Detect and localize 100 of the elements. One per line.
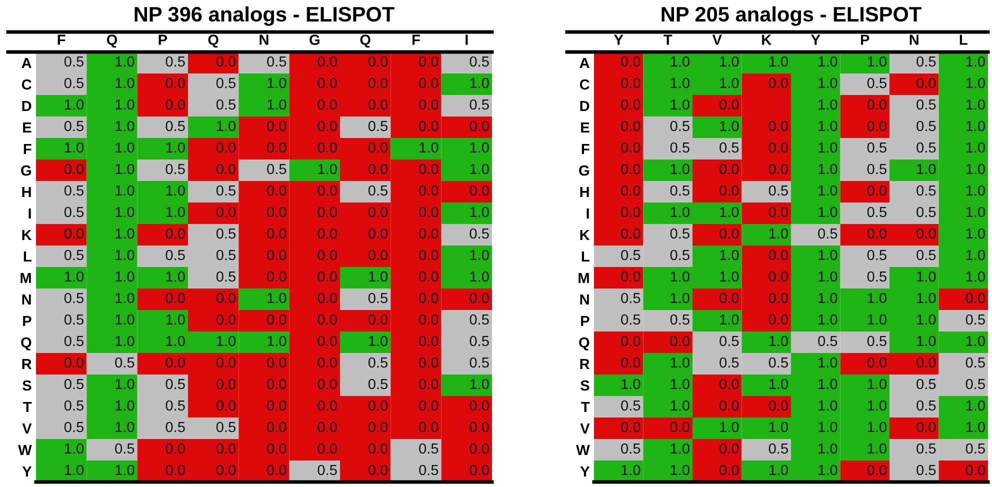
- data-label: 1.0: [116, 185, 134, 196]
- data-label: 0.0: [768, 78, 788, 88]
- data-label: 1.0: [720, 120, 739, 132]
- data-label: 0.0: [64, 357, 84, 368]
- data-label: 0.0: [318, 142, 337, 153]
- data-label: 0.0: [768, 250, 788, 260]
- data-label: 1.0: [622, 464, 640, 476]
- data-label: 0.0: [318, 250, 337, 260]
- data-label: 0.0: [419, 400, 438, 411]
- data-label: 1.0: [670, 378, 690, 390]
- y-tick-label: P: [581, 316, 590, 326]
- x-tick-label: Q: [208, 34, 218, 48]
- y-tick-label: A: [22, 58, 32, 68]
- data-label: 0.0: [419, 336, 438, 346]
- data-label: 0.0: [419, 56, 438, 67]
- data-label: 0.0: [318, 336, 337, 346]
- data-label: 1.0: [818, 56, 838, 67]
- data-label: 0.0: [318, 443, 337, 454]
- data-label: 0.5: [867, 78, 886, 88]
- data-label: 0.0: [267, 443, 286, 454]
- data-label: 0.0: [419, 271, 438, 282]
- data-label: 0.5: [867, 336, 886, 346]
- data-label: 0.0: [621, 120, 640, 132]
- data-label: 0.0: [670, 422, 690, 432]
- data-label: 0.5: [64, 400, 84, 411]
- data-label: 0.0: [621, 185, 640, 196]
- data-label: 1.0: [470, 142, 489, 153]
- data-label: 1.0: [966, 250, 985, 260]
- data-label: 0.0: [768, 142, 788, 153]
- data-label: 1.0: [818, 464, 838, 476]
- data-label: 0.0: [368, 443, 388, 454]
- y-tick-label: R: [580, 359, 590, 370]
- data-label: 0.0: [166, 464, 185, 476]
- data-label: 1.0: [966, 336, 985, 346]
- data-label: 1.0: [966, 400, 985, 411]
- y-tick-label: P: [23, 316, 32, 326]
- data-label: 0.5: [64, 120, 84, 132]
- data-label: 0.0: [216, 164, 236, 174]
- data-label: 0.0: [670, 336, 690, 346]
- data-label: 1.0: [868, 443, 886, 454]
- data-label: 1.0: [966, 56, 985, 67]
- data-label: 1.0: [64, 271, 84, 282]
- data-label: 1.0: [116, 78, 134, 88]
- data-label: 0.5: [916, 400, 936, 411]
- data-label: 0.5: [216, 99, 236, 110]
- data-label: 0.5: [670, 142, 690, 153]
- y-tick-label: N: [22, 294, 31, 305]
- y-tick-label: H: [580, 187, 589, 198]
- data-label: 1.0: [116, 292, 134, 304]
- data-label: 0.5: [670, 228, 690, 239]
- data-label: 0.5: [621, 443, 640, 454]
- data-label: 0.5: [916, 99, 936, 110]
- data-label: 0.0: [916, 78, 936, 88]
- data-label: 1.0: [769, 336, 788, 346]
- data-label: 1.0: [670, 99, 690, 110]
- data-label: 0.0: [166, 78, 185, 88]
- y-tick-label: M: [20, 273, 31, 284]
- data-label: 0.0: [621, 271, 640, 282]
- data-label: 1.0: [318, 164, 337, 174]
- x-tick-label: F: [58, 34, 66, 45]
- data-label: 0.0: [720, 185, 739, 196]
- data-label: 0.0: [419, 378, 438, 390]
- data-label: 0.0: [267, 357, 286, 368]
- y-tick-label: H: [22, 187, 31, 198]
- data-label: 0.0: [419, 164, 438, 174]
- data-label: 1.0: [818, 78, 838, 88]
- data-label: 1.0: [818, 142, 838, 153]
- data-label: 0.0: [368, 164, 388, 174]
- data-label: 0.0: [267, 250, 286, 260]
- data-label: 0.5: [916, 443, 936, 454]
- data-label: 1.0: [268, 99, 286, 110]
- data-label: 0.5: [166, 400, 185, 411]
- data-label: 1.0: [216, 120, 236, 132]
- data-label: 1.0: [818, 206, 838, 218]
- y-tick-label: Q: [21, 337, 32, 350]
- data-label: 0.5: [966, 357, 985, 368]
- data-label: 0.0: [318, 271, 337, 282]
- data-label: 0.0: [318, 400, 337, 411]
- data-label: 1.0: [966, 422, 985, 432]
- data-label: 0.5: [867, 271, 886, 282]
- data-label: 0.0: [318, 185, 337, 196]
- y-tick-label: M: [578, 273, 589, 284]
- data-label: 0.0: [267, 378, 286, 390]
- data-label: 1.0: [268, 336, 286, 346]
- data-label: 0.0: [216, 357, 236, 368]
- data-label: 1.0: [368, 336, 388, 346]
- data-label: 0.0: [916, 357, 936, 368]
- data-label: 0.0: [768, 400, 788, 411]
- y-tick-label: C: [22, 79, 32, 90]
- data-label: 0.5: [368, 292, 388, 304]
- data-label: 0.5: [267, 56, 286, 67]
- y-tick-label: E: [23, 122, 32, 133]
- data-label: 0.0: [318, 422, 337, 432]
- data-label: 1.0: [116, 56, 134, 67]
- x-tick-label: Y: [614, 34, 624, 45]
- y-tick-label: T: [581, 402, 590, 412]
- data-label: 0.0: [621, 357, 640, 368]
- data-label: 0.5: [768, 357, 788, 368]
- data-label: 0.0: [419, 422, 438, 432]
- x-tick-label: V: [712, 34, 722, 45]
